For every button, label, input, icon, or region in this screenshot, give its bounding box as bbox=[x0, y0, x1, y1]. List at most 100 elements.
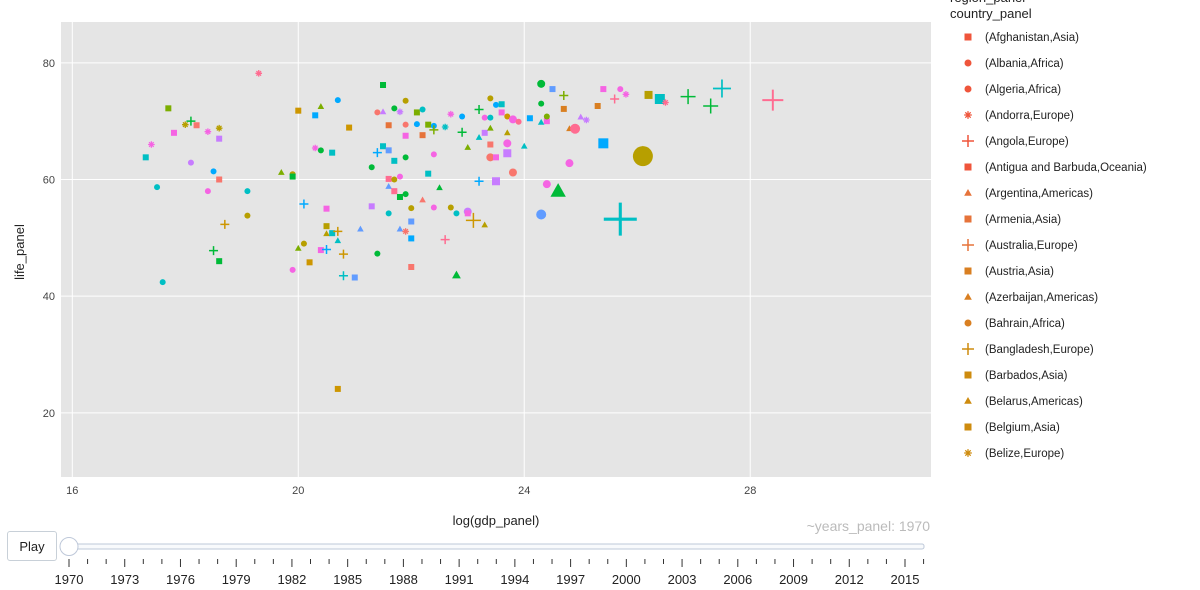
legend-marker bbox=[964, 188, 972, 196]
data-point bbox=[550, 183, 566, 197]
data-point bbox=[559, 91, 569, 100]
data-point bbox=[289, 173, 296, 180]
data-point bbox=[492, 177, 500, 186]
data-point bbox=[346, 124, 353, 131]
data-point bbox=[425, 121, 432, 128]
y-tick-label: 20 bbox=[43, 408, 55, 420]
legend-marker bbox=[964, 371, 972, 379]
data-point bbox=[391, 176, 398, 183]
data-point bbox=[526, 115, 533, 122]
animation-slider[interactable]: 1970 1973 1976 1979 1982 1985 1988 1991 1994 1997… bbox=[55, 537, 925, 588]
legend-item: (Australia,Europe) bbox=[962, 239, 1078, 252]
data-point bbox=[712, 79, 731, 98]
data-point bbox=[487, 141, 494, 148]
data-point bbox=[429, 125, 439, 135]
data-point bbox=[487, 114, 494, 121]
data-point bbox=[216, 176, 223, 183]
legend-item: (Argentina,Americas) bbox=[964, 188, 1093, 200]
data-point bbox=[515, 118, 522, 125]
legend-label: (Afghanistan,Asia) bbox=[985, 32, 1079, 44]
data-point bbox=[436, 184, 443, 191]
data-point bbox=[244, 188, 251, 195]
data-point bbox=[220, 219, 230, 229]
legend-label: (Angola,Europe) bbox=[985, 136, 1069, 148]
data-point bbox=[368, 164, 375, 171]
data-point bbox=[379, 108, 387, 115]
data-point bbox=[396, 225, 404, 232]
data-point bbox=[396, 194, 403, 200]
data-point bbox=[402, 191, 409, 198]
slider-tick-label: 1994 bbox=[500, 572, 529, 587]
legend-marker bbox=[962, 343, 974, 355]
play-button[interactable]: Play bbox=[7, 531, 57, 561]
y-axis-title: life_panel bbox=[12, 224, 27, 280]
y-tick-label: 40 bbox=[43, 291, 55, 303]
slider-rail[interactable] bbox=[61, 543, 925, 550]
data-point bbox=[311, 144, 319, 152]
data-point bbox=[209, 246, 219, 256]
legend-label: (Andorra,Europe) bbox=[985, 110, 1074, 122]
data-point bbox=[317, 247, 324, 254]
data-point bbox=[391, 157, 398, 164]
legend-label: (Azerbaijan,Americas) bbox=[985, 292, 1098, 304]
data-point bbox=[244, 212, 251, 219]
data-point bbox=[216, 135, 223, 142]
slider-tick-label: 2015 bbox=[891, 572, 920, 587]
data-point bbox=[295, 107, 302, 114]
data-point bbox=[317, 147, 324, 154]
data-point bbox=[317, 103, 325, 109]
data-point bbox=[408, 218, 415, 225]
data-point bbox=[598, 138, 609, 149]
slider-tick-label: 1985 bbox=[333, 572, 362, 587]
data-point bbox=[654, 94, 665, 104]
data-point bbox=[538, 100, 545, 107]
slider-tick-label: 1979 bbox=[222, 572, 251, 587]
data-point bbox=[457, 127, 467, 137]
data-point bbox=[447, 110, 455, 118]
data-point bbox=[549, 86, 556, 93]
legend-item: (Austria,Asia) bbox=[964, 266, 1054, 278]
data-point bbox=[419, 196, 426, 203]
legend-item: (Algeria,Africa) bbox=[964, 84, 1061, 96]
slider-tick-label: 2006 bbox=[723, 572, 752, 587]
data-point bbox=[187, 159, 194, 166]
data-point bbox=[600, 86, 607, 93]
data-point bbox=[299, 199, 309, 209]
data-point bbox=[385, 175, 392, 182]
data-point bbox=[481, 221, 489, 228]
data-point bbox=[165, 105, 172, 112]
legend-item: (Belarus,Americas) bbox=[964, 396, 1083, 408]
legend-label: (Bahrain,Africa) bbox=[985, 318, 1065, 330]
data-point bbox=[154, 184, 161, 191]
slider-handle[interactable] bbox=[59, 537, 79, 556]
data-point bbox=[402, 228, 409, 235]
legend-item: (Armenia,Asia) bbox=[964, 214, 1061, 226]
data-point bbox=[334, 237, 342, 244]
data-point bbox=[486, 153, 495, 162]
legend-label: (Argentina,Americas) bbox=[985, 188, 1093, 200]
data-point bbox=[504, 113, 511, 120]
data-point bbox=[603, 202, 637, 236]
data-point bbox=[380, 82, 387, 88]
data-point bbox=[493, 101, 499, 108]
legend-label: (Belgium,Asia) bbox=[985, 422, 1060, 434]
legend-item: (Angola,Europe) bbox=[962, 135, 1069, 148]
data-point bbox=[537, 79, 546, 88]
slider-tick-label: 1973 bbox=[110, 572, 139, 587]
legend-marker bbox=[962, 239, 974, 251]
data-point bbox=[508, 168, 517, 177]
data-point bbox=[186, 116, 196, 126]
data-point bbox=[474, 176, 484, 186]
data-point bbox=[396, 173, 403, 180]
slider-ticks: 1970 1973 1976 1979 1982 1985 1988 1991 1994 1997… bbox=[55, 559, 925, 587]
data-point bbox=[425, 170, 432, 177]
legend-label: (Australia,Europe) bbox=[985, 240, 1078, 252]
legend-items: (Afghanistan,Asia) (Albania,Africa) (Alger… bbox=[962, 32, 1147, 460]
data-point bbox=[594, 103, 601, 109]
legend-item: (Belize,Europe) bbox=[964, 448, 1064, 460]
legend-item: (Belgium,Asia) bbox=[964, 422, 1060, 434]
data-point bbox=[334, 385, 341, 392]
data-point bbox=[380, 143, 387, 150]
legend-marker bbox=[964, 59, 972, 67]
